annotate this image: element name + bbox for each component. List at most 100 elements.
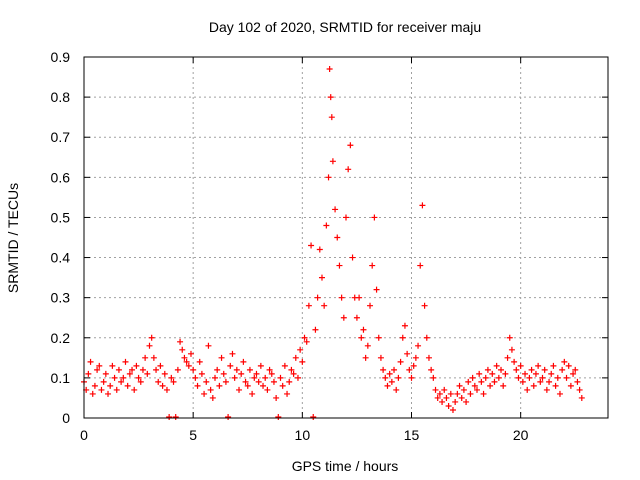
data-point: [482, 374, 489, 381]
data-point: [118, 378, 125, 385]
data-point: [179, 346, 186, 353]
data-point: [417, 262, 424, 269]
data-point: [356, 294, 363, 301]
data-point: [491, 378, 498, 385]
data-point: [371, 214, 378, 221]
data-point: [284, 390, 291, 397]
data-point: [364, 342, 371, 349]
data-point: [159, 382, 166, 389]
data-point: [493, 362, 500, 369]
data-point: [570, 370, 577, 377]
data-point: [449, 406, 456, 413]
data-point: [425, 354, 432, 361]
data-point: [187, 350, 194, 357]
data-point: [369, 262, 376, 269]
data-point: [318, 274, 325, 281]
data-point: [578, 394, 585, 401]
data-point: [382, 374, 389, 381]
data-point: [336, 262, 343, 269]
data-point: [89, 390, 96, 397]
data-point: [262, 374, 269, 381]
data-point: [177, 338, 184, 345]
data-point: [554, 374, 561, 381]
data-point: [563, 374, 570, 381]
data-point: [484, 366, 491, 373]
data-point: [406, 366, 413, 373]
data-point: [456, 382, 463, 389]
data-point: [225, 414, 232, 420]
plot-frame: [83, 56, 609, 419]
data-point: [506, 334, 513, 341]
data-point: [323, 222, 330, 229]
data-point: [122, 358, 129, 365]
data-point: [212, 374, 218, 381]
data-point: [314, 294, 321, 301]
data-point: [474, 386, 480, 393]
data-point: [399, 334, 406, 341]
data-point: [227, 362, 234, 369]
data-point: [251, 374, 258, 381]
data-point: [326, 66, 333, 73]
data-point: [502, 370, 509, 377]
data-point: [546, 378, 553, 385]
data-point: [478, 378, 485, 385]
data-point: [102, 370, 109, 377]
data-point: [412, 354, 419, 361]
data-point: [386, 370, 393, 377]
data-point: [305, 302, 312, 309]
data-point: [196, 358, 203, 365]
data-point: [358, 334, 365, 341]
data-point: [105, 390, 112, 397]
data-point: [231, 374, 238, 381]
data-point: [439, 398, 446, 405]
data-point: [246, 366, 253, 373]
data-point: [131, 386, 138, 393]
data-point: [316, 246, 323, 253]
data-point: [153, 366, 160, 373]
data-point: [129, 366, 136, 373]
data-point: [303, 338, 310, 345]
data-point: [94, 366, 101, 373]
y-tick-label: 0.3: [51, 290, 71, 306]
data-point: [537, 378, 544, 385]
data-point: [329, 158, 336, 165]
data-point: [139, 366, 146, 373]
data-point: [480, 390, 487, 397]
data-point: [423, 334, 430, 341]
data-point: [441, 386, 448, 393]
data-point: [504, 354, 511, 361]
data-point: [85, 370, 92, 377]
data-point: [297, 346, 304, 353]
data-point: [113, 386, 120, 393]
chart-title: Day 102 of 2020, SRMTID for receiver maj…: [209, 19, 481, 35]
data-point: [133, 362, 140, 369]
data-point: [334, 234, 341, 241]
data-point: [185, 362, 192, 369]
data-point: [253, 370, 260, 377]
data-point: [541, 366, 548, 373]
data-point: [327, 94, 334, 101]
data-point: [166, 414, 173, 420]
data-point: [194, 382, 201, 389]
data-point: [286, 378, 293, 385]
data-point: [275, 414, 282, 420]
data-point: [345, 166, 352, 173]
data-point: [487, 382, 494, 389]
data-point: [567, 382, 574, 389]
data-point: [360, 326, 367, 333]
data-point: [312, 326, 319, 333]
data-point: [548, 370, 555, 377]
x-tick-label: 10: [295, 427, 311, 443]
data-point: [107, 382, 114, 389]
data-point: [384, 382, 391, 389]
data-point: [328, 114, 335, 121]
data-point: [377, 354, 384, 361]
data-point: [436, 390, 443, 397]
data-point: [181, 354, 188, 361]
x-tick-label: 20: [513, 427, 529, 443]
data-point: [495, 374, 502, 381]
data-point: [519, 378, 526, 385]
x-axis-title: GPS time / hours: [292, 458, 399, 474]
data-point: [465, 378, 472, 385]
data-point: [489, 370, 496, 377]
